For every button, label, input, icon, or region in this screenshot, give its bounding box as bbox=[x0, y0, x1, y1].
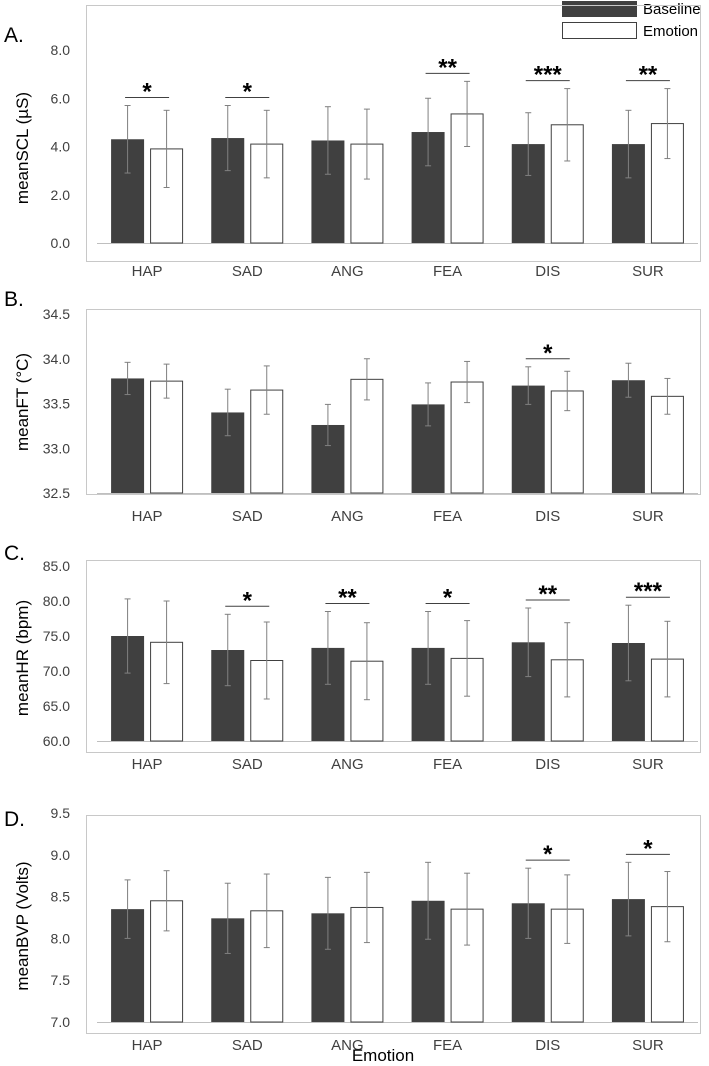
y-tick-label: 9.0 bbox=[51, 847, 71, 863]
chart-frame bbox=[86, 5, 701, 262]
chart-frame bbox=[86, 309, 701, 495]
chart-frame bbox=[86, 560, 701, 753]
y-axis-label: meanHR (bpm) bbox=[13, 600, 32, 716]
legend-label-baseline: Baseline bbox=[643, 1, 701, 18]
x-tick-label: SAD bbox=[232, 1037, 263, 1054]
x-tick-label: ANG bbox=[331, 508, 364, 525]
significance-marker: ** bbox=[639, 62, 658, 89]
y-tick-label: 32.5 bbox=[43, 485, 70, 501]
significance-marker: * bbox=[543, 841, 553, 868]
x-tick-label: HAP bbox=[132, 508, 163, 525]
panel-c: C. meanHR (bpm) 60.0 65.0 70.0 75.0 80.0 85.0… bbox=[4, 542, 701, 773]
legend-swatch-baseline bbox=[562, 1, 637, 17]
y-tick-label: 8.0 bbox=[51, 930, 71, 946]
y-tick-label: 80.0 bbox=[43, 593, 70, 609]
x-tick-label: SUR bbox=[632, 263, 664, 280]
y-tick-label: 2.0 bbox=[51, 187, 71, 203]
x-tick-label: ANG bbox=[331, 263, 364, 280]
y-axis-label: meanBVP (Volts) bbox=[13, 861, 32, 990]
significance-marker: *** bbox=[534, 62, 563, 89]
panel-b: B. meanFT (°C) 32.5 33.0 33.5 34.0 34.5 HAP SA… bbox=[4, 288, 701, 525]
panel-d: D. meanBVP (Volts) 7.0 7.5 8.0 8.5 9.0 9.5 HAP… bbox=[4, 805, 701, 1054]
y-tick-label: 34.5 bbox=[43, 306, 70, 322]
x-tick-label: DIS bbox=[535, 508, 560, 525]
significance-marker: * bbox=[643, 835, 653, 862]
x-tick-label: DIS bbox=[535, 756, 560, 773]
y-tick-label: 9.5 bbox=[51, 805, 71, 821]
y-tick-label: 33.5 bbox=[43, 396, 70, 412]
bar-baseline bbox=[111, 378, 145, 493]
significance-marker: * bbox=[543, 340, 553, 367]
x-tick-label: SUR bbox=[632, 756, 664, 773]
y-tick-label: 7.0 bbox=[51, 1014, 71, 1030]
x-tick-label: ANG bbox=[331, 1037, 364, 1054]
y-tick-label: 60.0 bbox=[43, 733, 70, 749]
panel-a: A. meanSCL (µS) 0.0 2.0 4.0 6.0 8.0 HAP * SAD * A… bbox=[4, 5, 701, 280]
y-tick-label: 0.0 bbox=[51, 235, 71, 251]
chart-frame bbox=[86, 815, 701, 1034]
legend: Baseline Emotion bbox=[562, 1, 701, 40]
x-tick-label: SAD bbox=[232, 756, 263, 773]
x-tick-label: DIS bbox=[535, 1037, 560, 1054]
legend-swatch-emotion bbox=[562, 22, 637, 39]
y-tick-label: 34.0 bbox=[43, 351, 70, 367]
significance-marker: * bbox=[243, 78, 253, 105]
x-tick-label: FEA bbox=[433, 1037, 462, 1054]
y-axis-label: meanSCL (µS) bbox=[13, 92, 32, 204]
y-tick-label: 33.0 bbox=[43, 440, 70, 456]
y-tick-label: 75.0 bbox=[43, 628, 70, 644]
significance-marker: * bbox=[142, 78, 152, 105]
y-tick-label: 8.0 bbox=[51, 42, 71, 58]
significance-marker: * bbox=[243, 587, 253, 614]
y-tick-label: 70.0 bbox=[43, 663, 70, 679]
x-tick-label: ANG bbox=[331, 756, 364, 773]
significance-marker: ** bbox=[538, 581, 557, 608]
y-tick-label: 85.0 bbox=[43, 558, 70, 574]
x-tick-label: HAP bbox=[132, 1037, 163, 1054]
x-tick-label: SAD bbox=[232, 263, 263, 280]
x-tick-label: FEA bbox=[433, 508, 462, 525]
x-tick-label: SUR bbox=[632, 1037, 664, 1054]
y-tick-label: 4.0 bbox=[51, 139, 71, 155]
x-tick-label: SAD bbox=[232, 508, 263, 525]
significance-marker: ** bbox=[438, 54, 457, 81]
y-axis-label: meanFT (°C) bbox=[13, 353, 32, 451]
y-tick-label: 7.5 bbox=[51, 972, 71, 988]
y-tick-label: 65.0 bbox=[43, 698, 70, 714]
panel-label: D. bbox=[4, 808, 25, 831]
significance-marker: ** bbox=[338, 585, 357, 612]
significance-marker: *** bbox=[634, 578, 663, 605]
x-tick-label: DIS bbox=[535, 263, 560, 280]
significance-marker: * bbox=[443, 585, 453, 612]
panel-label: C. bbox=[4, 542, 25, 565]
x-tick-label: HAP bbox=[132, 756, 163, 773]
y-tick-label: 8.5 bbox=[51, 889, 71, 905]
x-tick-label: HAP bbox=[132, 263, 163, 280]
legend-label-emotion: Emotion bbox=[643, 23, 698, 40]
x-tick-label: FEA bbox=[433, 756, 462, 773]
y-tick-label: 6.0 bbox=[51, 90, 71, 106]
bar-baseline bbox=[611, 380, 645, 493]
panel-label: A. bbox=[4, 24, 24, 47]
x-tick-label: FEA bbox=[433, 263, 462, 280]
panel-label: B. bbox=[4, 288, 24, 311]
x-axis-title: Emotion bbox=[352, 1046, 414, 1065]
x-tick-label: SUR bbox=[632, 508, 664, 525]
